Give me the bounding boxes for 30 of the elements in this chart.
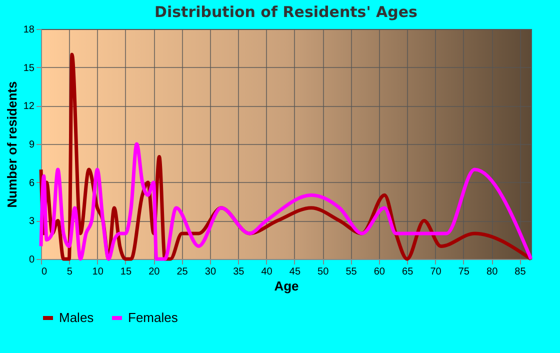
y-axis-title: Number of residents [4,81,20,208]
y-tick-label: 0 [28,254,35,266]
y-tick-label: 3 [28,216,35,228]
y-tick-label: 12 [23,101,35,112]
y-tick-label: 6 [28,178,35,189]
x-tick-label: 45 [289,266,301,278]
x-tick-label: 5 [66,266,73,278]
x-axis-title: Age [274,278,299,294]
x-tick-label: 80 [486,266,498,278]
x-tick-label: 40 [261,266,273,278]
x-tick-label: 60 [374,266,386,278]
x-tick-label: 15 [120,266,132,278]
x-tick-label: 0 [42,266,48,278]
x-tick-label: 50 [318,266,330,278]
x-tick-label: 70 [430,266,442,278]
x-tick-label: 55 [346,266,358,278]
y-tick-label: 15 [23,62,35,74]
legend-label: Males [59,310,94,325]
x-tick-label: 30 [204,266,216,278]
x-tick-label: 85 [514,266,526,278]
chart-title: Distribution of Residents' Ages [154,3,418,21]
x-tick-label: 25 [176,266,188,278]
x-tick-label: 10 [92,266,104,278]
y-tick-label: 9 [28,140,35,150]
x-tick-label: 35 [233,266,245,278]
x-tick-label: 20 [148,266,160,278]
y-tick-label: 18 [23,24,35,36]
x-tick-label: 75 [458,266,470,278]
legend-label: Females [128,310,178,325]
x-tick-label: 65 [402,266,414,278]
